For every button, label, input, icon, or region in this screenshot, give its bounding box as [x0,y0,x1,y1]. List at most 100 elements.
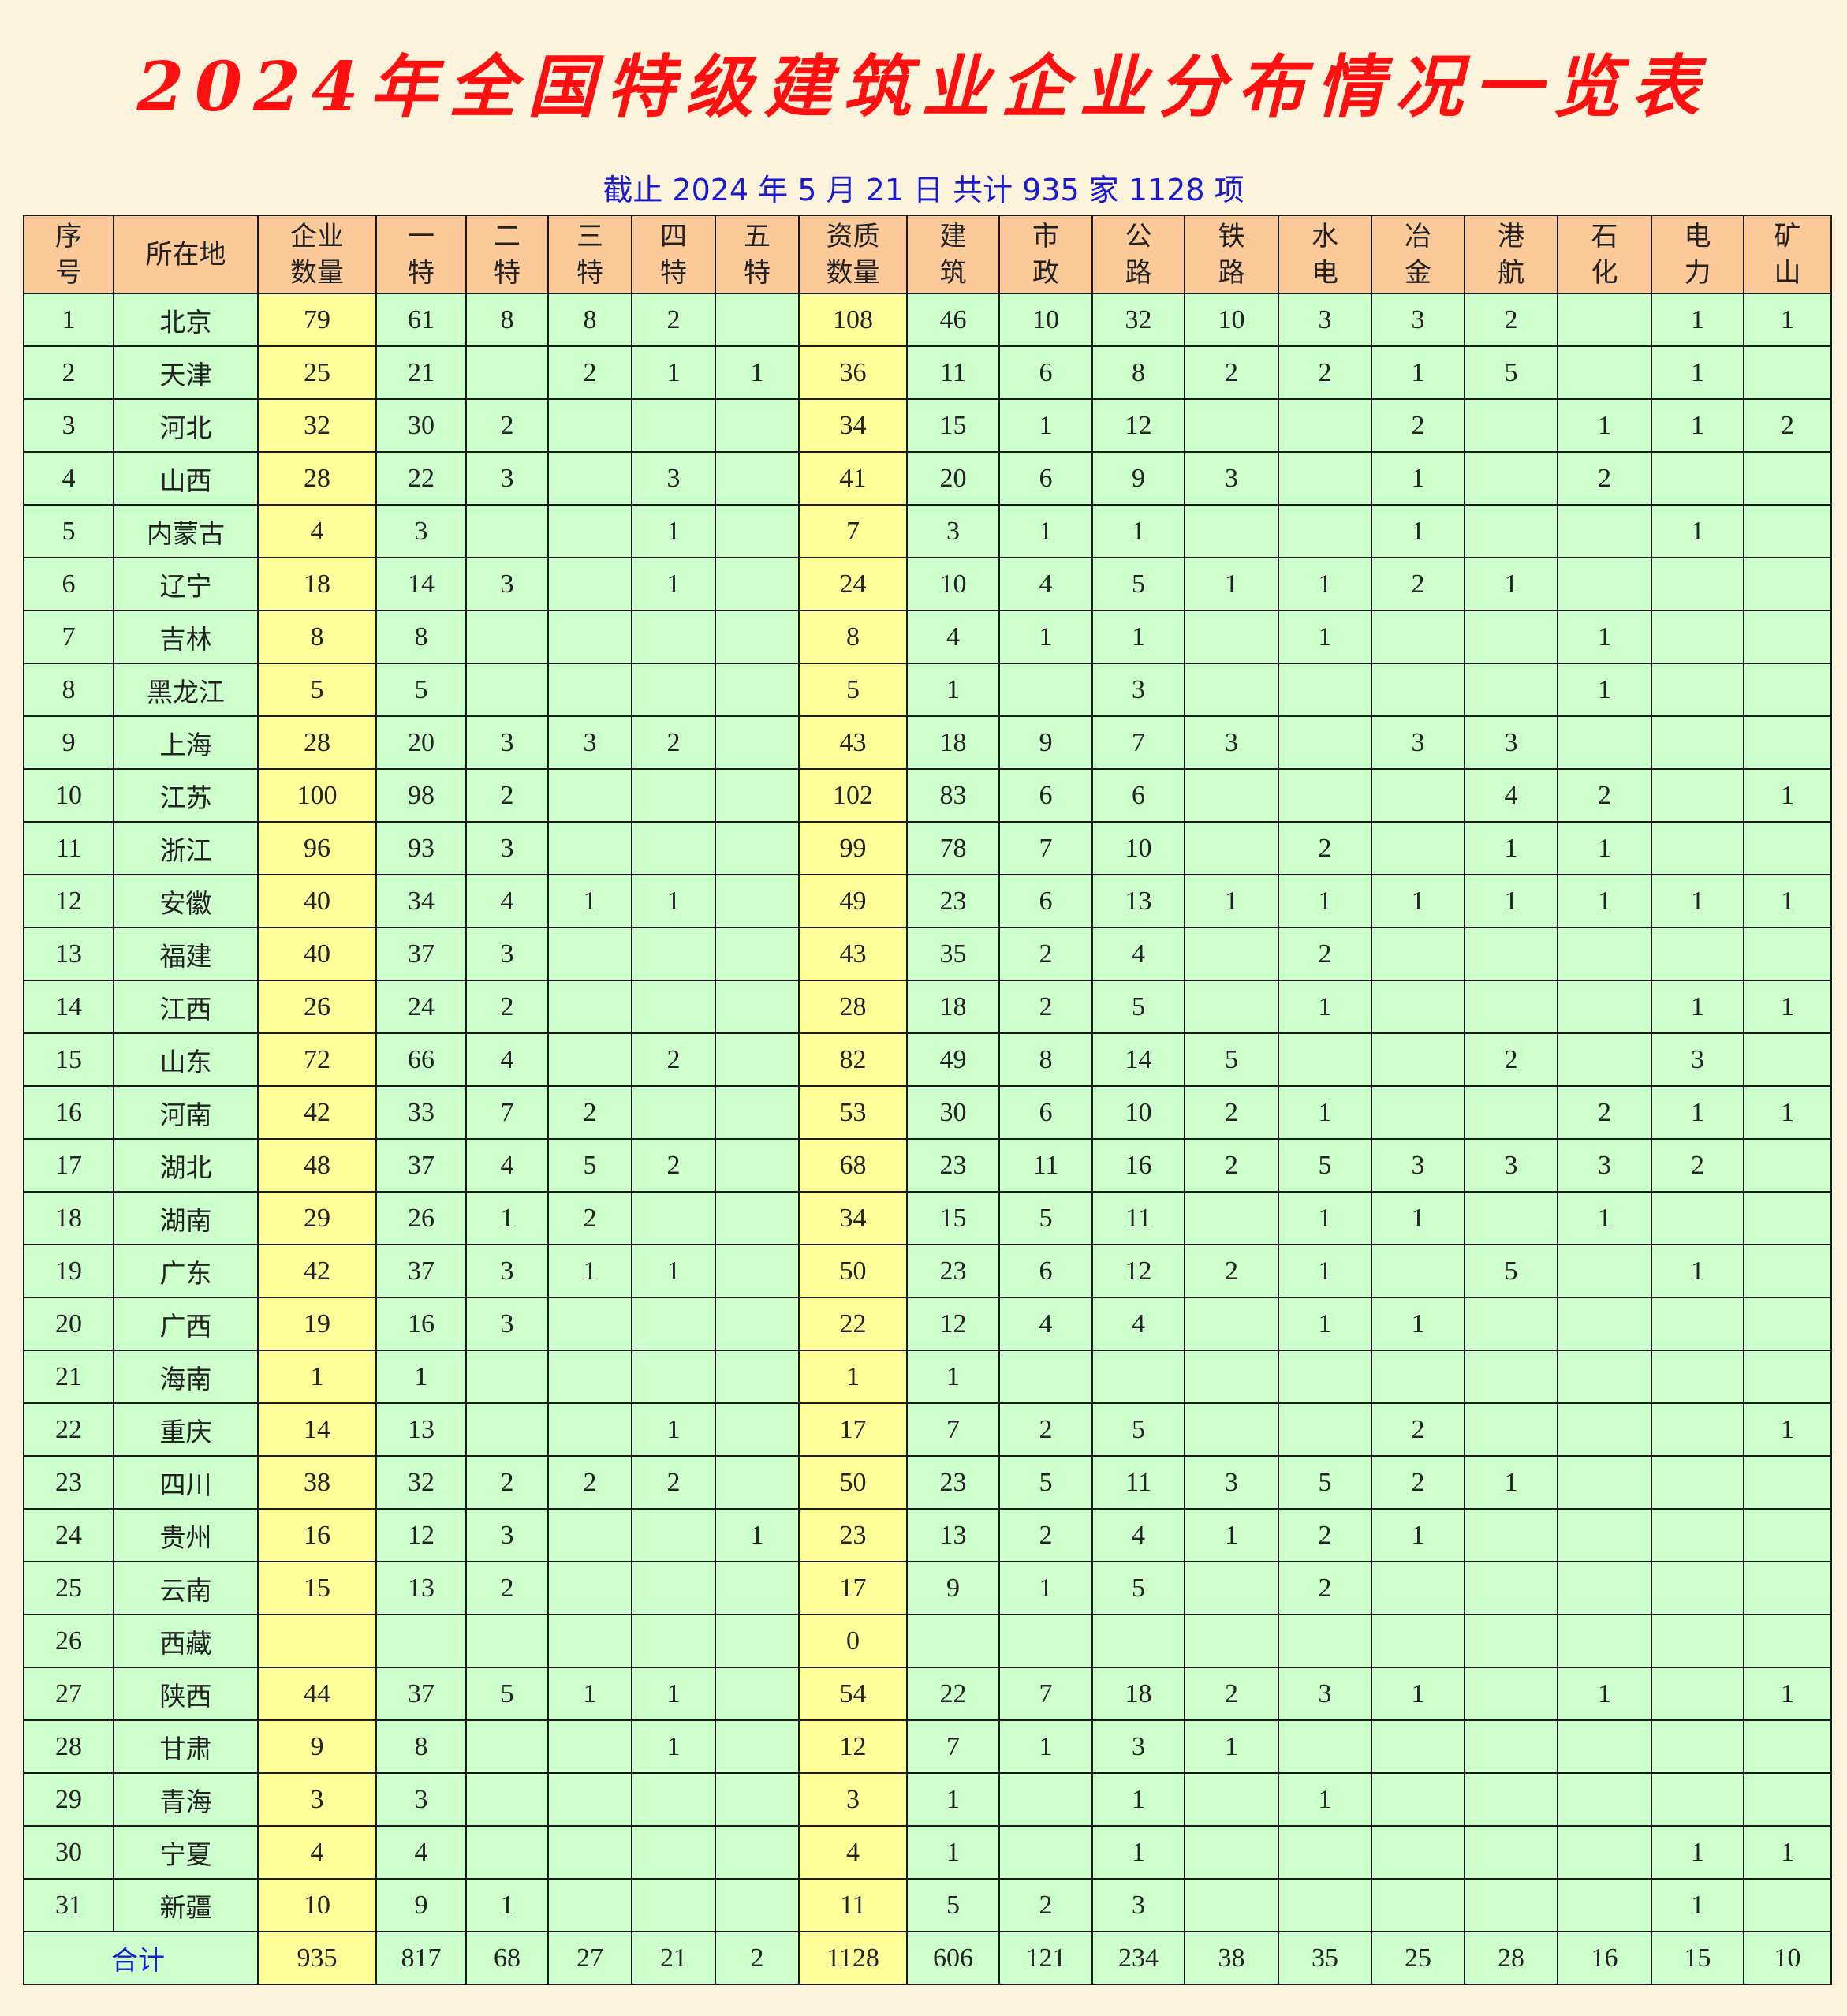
table-cell: 1 [1651,1825,1744,1880]
table-cell: 1 [1651,1878,1744,1932]
table-cell: 5 [906,1878,1000,1932]
table-cell [715,1719,800,1774]
table-cell [1278,398,1372,453]
table-cell [547,1878,632,1932]
table-cell [1184,768,1279,823]
table-cell [1743,504,1832,558]
table-cell: 1 [1184,874,1279,928]
column-header: 铁 路 [1184,215,1279,294]
table-row: 4 山西 28 22 3 3 41 20 6 9 3 1 2 [23,451,1832,506]
row-index: 29 [23,1772,114,1827]
province-cell: 云南 [113,1561,259,1615]
table-cell [1557,293,1652,347]
table-cell: 14 [257,1402,377,1457]
table-cell: 3 [1184,451,1279,506]
table-cell: 7 [906,1402,1000,1457]
province-cell: 青海 [113,1772,259,1827]
table-cell [1743,1878,1832,1932]
column-header: 水 电 [1278,215,1372,294]
table-cell [1557,1825,1652,1880]
table-cell: 28 [798,980,908,1034]
total-cell: 935 [257,1931,377,1985]
table-cell: 4 [257,1825,377,1880]
table-cell: 5 [375,663,467,717]
table-cell [1651,663,1744,717]
table-cell: 2 [465,1455,549,1510]
table-cell [1743,345,1832,400]
table-cell: 3 [257,1772,377,1827]
table-cell [1464,398,1558,453]
table-cell: 10 [1184,293,1279,347]
table-cell: 3 [798,1772,908,1827]
table-cell: 3 [1278,293,1372,347]
table-cell: 3 [465,1244,549,1298]
table-cell [1743,1455,1832,1510]
table-cell: 1 [1184,1508,1279,1562]
table-cell: 34 [798,398,908,453]
table-cell: 7 [798,504,908,558]
table-cell: 1 [631,504,716,558]
table-cell: 1 [1651,293,1744,347]
table-cell [1371,1772,1465,1827]
table-cell [631,610,716,664]
column-header: 石 化 [1557,215,1652,294]
table-cell: 10 [998,293,1093,347]
table-cell [1557,927,1652,981]
table-cell [465,1614,549,1668]
table-cell [1557,557,1652,611]
table-cell: 3 [465,821,549,875]
table-cell [1743,1561,1832,1615]
table-cell: 2 [547,1191,632,1245]
table-cell: 2 [465,398,549,453]
table-cell [715,874,800,928]
table-cell [1464,1350,1558,1404]
table-cell [1557,1032,1652,1087]
table-cell: 7 [998,1667,1093,1721]
table-cell [631,1085,716,1140]
table-cell [1557,1297,1652,1351]
row-index: 6 [23,557,114,611]
table-cell: 3 [1091,1878,1185,1932]
table-row: 22 重庆 14 13 1 17 7 2 5 2 1 [23,1402,1832,1457]
province-cell: 上海 [113,715,259,770]
table-cell [375,1614,467,1668]
table-cell [1651,1508,1744,1562]
row-index: 18 [23,1191,114,1245]
table-cell: 50 [798,1455,908,1510]
table-cell [1184,663,1279,717]
table-cell [1743,1191,1832,1245]
table-cell: 2 [1371,398,1465,453]
table-cell [1278,715,1372,770]
table-cell [715,663,800,717]
table-cell: 41 [798,451,908,506]
table-cell [715,715,800,770]
table-cell [631,1772,716,1827]
table-cell [1557,1719,1652,1774]
table-cell [1464,1561,1558,1615]
table-cell [547,1402,632,1457]
table-cell [1743,1244,1832,1298]
table-cell [1371,980,1465,1034]
table-cell: 1 [1278,1297,1372,1351]
table-cell: 50 [798,1244,908,1298]
table-cell [1743,1508,1832,1562]
province-cell: 贵州 [113,1508,259,1562]
table-cell: 0 [798,1614,908,1668]
total-cell: 234 [1091,1931,1185,1985]
column-header: 冶 金 [1371,215,1465,294]
table-cell: 61 [375,293,467,347]
table-cell: 1 [1557,821,1652,875]
table-row: 20 广西 19 16 3 22 12 4 4 1 1 [23,1297,1832,1351]
table-cell: 1 [1743,1085,1832,1140]
table-cell: 1 [547,1244,632,1298]
table-cell: 28 [257,715,377,770]
table-cell [1557,1772,1652,1827]
province-cell: 四川 [113,1455,259,1510]
table-cell [1278,1878,1372,1932]
table-cell [547,1032,632,1087]
table-cell: 1 [1371,1508,1465,1562]
table-cell [715,1032,800,1087]
table-cell: 17 [798,1402,908,1457]
table-cell: 2 [547,1085,632,1140]
table-cell [1557,715,1652,770]
